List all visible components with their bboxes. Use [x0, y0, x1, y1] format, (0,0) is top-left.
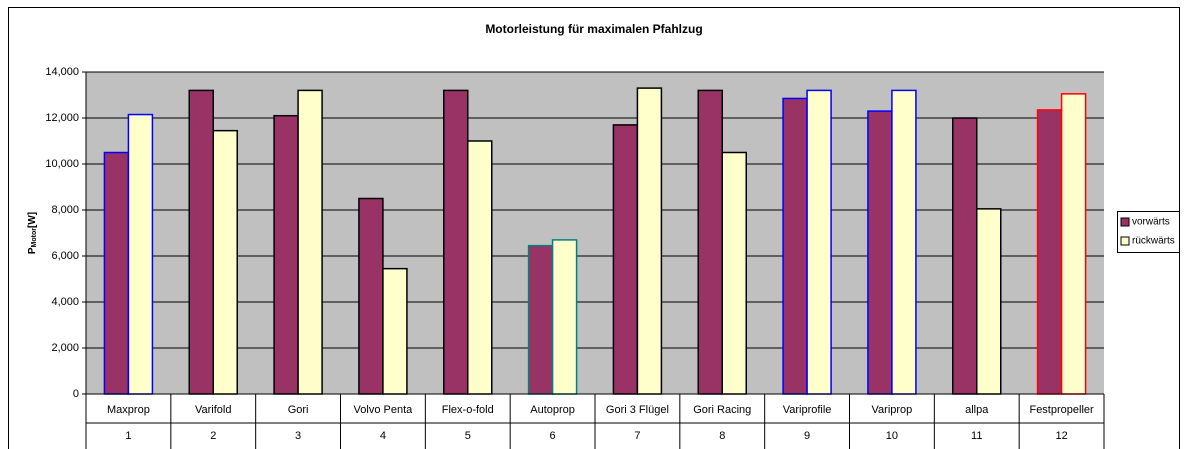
legend-swatch — [1120, 236, 1130, 246]
legend-swatch — [1120, 217, 1130, 227]
x-tick-label: Varifold — [195, 404, 231, 416]
bar — [1060, 93, 1087, 395]
y-tick-label: 10,000 — [45, 158, 79, 170]
bar — [443, 89, 469, 395]
x-tick-number: 5 — [465, 430, 471, 442]
y-tick-label: 6,000 — [51, 250, 79, 262]
bar — [527, 244, 554, 395]
x-tick-number: 12 — [1055, 430, 1067, 442]
x-tick-number: 8 — [719, 430, 725, 442]
x-tick-label: Variprop — [872, 404, 913, 416]
bar — [188, 89, 214, 395]
x-tick-label: Volvo Penta — [354, 404, 414, 416]
y-tick-label: 12,000 — [45, 112, 79, 124]
x-tick-number: 2 — [210, 430, 216, 442]
bar — [721, 151, 747, 395]
bar — [806, 89, 832, 395]
y-tick-label: 2,000 — [51, 342, 79, 354]
bar — [891, 89, 917, 395]
y-label-sub: Motor — [31, 228, 38, 248]
x-tick-label: Autoprop — [530, 404, 575, 416]
bar — [103, 151, 130, 395]
x-tick-number: 3 — [295, 430, 301, 442]
y-label-unit: [W] — [27, 212, 38, 228]
legend-label: vorwärts — [1132, 217, 1170, 228]
x-tick-label: Festpropeller — [1029, 404, 1094, 416]
y-axis-label: PMotor[W] — [27, 212, 38, 254]
x-tick-number: 7 — [634, 430, 640, 442]
bar — [127, 113, 154, 395]
bar — [976, 208, 1002, 395]
bar — [551, 239, 578, 395]
x-tick-label: Gori — [288, 404, 309, 416]
bar — [952, 117, 978, 395]
chart-title: Motorleistung für maximalen Pfahlzug — [485, 22, 702, 36]
y-tick-label: 8,000 — [51, 204, 79, 216]
bar — [697, 89, 723, 395]
x-tick-label: Flex-o-fold — [442, 404, 494, 416]
x-tick-label: Variprofile — [783, 404, 832, 416]
bar — [358, 197, 384, 395]
y-label-main: P — [27, 247, 38, 254]
x-tick-number: 6 — [550, 430, 556, 442]
x-tick-label: Gori 3 Flügel — [606, 404, 669, 416]
bar — [636, 87, 663, 395]
bar — [612, 124, 639, 395]
bar — [467, 140, 493, 395]
x-tick-label: Maxprop — [107, 404, 150, 416]
x-tick-label: Gori Racing — [693, 404, 751, 416]
bar — [382, 267, 408, 395]
x-tick-label: allpa — [965, 404, 989, 416]
y-tick-label: 0 — [73, 388, 79, 400]
x-tick-number: 10 — [886, 430, 898, 442]
x-tick-number: 11 — [971, 430, 982, 442]
bar — [1036, 109, 1063, 395]
x-tick-number: 9 — [804, 430, 810, 442]
bar — [212, 129, 238, 395]
y-tick-label: 4,000 — [51, 296, 79, 308]
bar — [867, 110, 893, 395]
plot-area — [86, 72, 1104, 394]
x-tick-number: 1 — [125, 430, 131, 442]
y-tick-label: 14,000 — [45, 66, 79, 78]
bar — [297, 89, 323, 395]
legend-label: rückwärts — [1132, 236, 1175, 247]
x-tick-number: 4 — [380, 430, 386, 442]
bar — [782, 97, 808, 395]
bar — [273, 114, 299, 395]
